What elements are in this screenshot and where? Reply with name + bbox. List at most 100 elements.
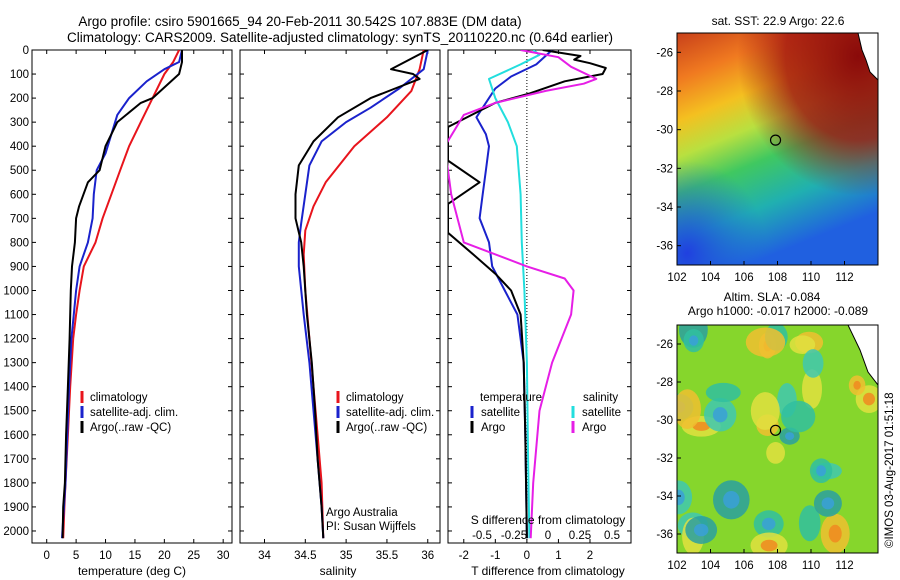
depth-tick-label: 600 xyxy=(10,189,29,201)
sla-anomaly-core xyxy=(785,432,795,440)
lat-tick-label: -26 xyxy=(656,339,673,351)
series-satellite-adj-clim- xyxy=(61,50,183,539)
x-tick-label: 20 xyxy=(158,550,171,562)
s-tick: 0 xyxy=(545,530,551,542)
difference-panel: -2 -1 0 1 2 T difference from climatology S … xyxy=(447,49,632,578)
temperature-x-axis: 0 5 10 15 20 25 30 xyxy=(44,50,230,562)
depth-tick-label: 400 xyxy=(10,141,29,153)
lon-tick-label: 104 xyxy=(701,272,721,284)
lat-tick-label: -36 xyxy=(656,529,673,541)
series-argo-raw-qc- xyxy=(294,50,429,539)
x-tick-label: -1 xyxy=(490,550,500,562)
sla-anomaly-core xyxy=(692,421,711,431)
sla-anomaly-core xyxy=(689,335,699,346)
depth-tick-label: 300 xyxy=(10,117,29,129)
lat-tick-label: -34 xyxy=(656,202,673,214)
sla-anomalies xyxy=(677,325,878,553)
s-tick: -0.25 xyxy=(501,530,527,542)
sla-map-title: Altim. SLA: -0.084 xyxy=(724,290,821,304)
lon-tick-label: 102 xyxy=(667,272,686,284)
temperature-legend: climatology satellite-adj. clim. Argo(..… xyxy=(80,391,178,434)
lon-tick-label: 108 xyxy=(768,560,787,572)
sla-anomaly-core xyxy=(677,489,685,505)
legend-climatology: climatology xyxy=(346,392,404,404)
depth-tick-label: 1400 xyxy=(3,382,29,394)
x-tick-label: -2 xyxy=(459,550,469,562)
lon-tick-label: 112 xyxy=(835,272,853,284)
s-difference-label: S difference from climatology xyxy=(471,513,626,527)
lon-tick-label: 110 xyxy=(802,560,820,572)
sla-anomaly xyxy=(745,327,786,357)
lat-tick-label: -28 xyxy=(656,377,673,389)
sst-lat-axis: -26 -28 -30 -32 -34 -36 xyxy=(656,47,681,253)
salinity-legend: climatology satellite-adj. clim. Argo(..… xyxy=(336,391,434,434)
lat-tick-label: -32 xyxy=(656,163,673,175)
lon-tick-label: 104 xyxy=(701,560,721,572)
s-difference-ticks: -0.5 -0.25 0 0.25 0.5 xyxy=(472,530,620,542)
figure-title-line2: Climatology: CARS2009. Satellite-adjuste… xyxy=(67,30,613,45)
s-tick: 0.25 xyxy=(569,530,591,542)
sla-anomaly xyxy=(781,400,816,433)
difference-legend: temperature satellite Argo salinity sate… xyxy=(470,392,621,434)
legend-t-satellite: satellite xyxy=(481,407,520,419)
sst-cold-region xyxy=(677,33,878,265)
sla-anomaly-core xyxy=(863,392,875,406)
argo-location-marker xyxy=(769,134,782,146)
series-satellite-adj-clim- xyxy=(297,50,429,539)
lat-tick-label: -28 xyxy=(656,86,673,98)
depth-tick-label: 1300 xyxy=(3,358,29,370)
difference-axes xyxy=(447,49,632,544)
imos-credit: ©IMOS 03-Aug-2017 01:51:18 xyxy=(884,392,896,548)
sla-map-subtitle: Argo h1000: -0.017 h2000: -0.089 xyxy=(688,304,868,318)
x-tick-label: 0 xyxy=(524,550,530,562)
legend-salinity-title: salinity xyxy=(583,392,618,404)
salinity-profiles xyxy=(294,50,429,539)
depth-tick-label: 900 xyxy=(10,261,29,273)
series-s-satellite xyxy=(488,50,541,539)
salinity-depth-ticks xyxy=(240,49,440,532)
sla-anomaly xyxy=(766,442,785,464)
x-tick-label: 0 xyxy=(44,550,50,562)
legend-argo: Argo(..raw -QC) xyxy=(90,422,171,434)
lat-tick-label: -34 xyxy=(656,491,673,503)
sst-map-title: sat. SST: 22.9 Argo: 22.6 xyxy=(712,14,845,28)
sst-field xyxy=(677,33,878,265)
s-tick: -0.5 xyxy=(472,530,492,542)
sla-anomaly-core xyxy=(828,524,842,543)
lon-tick-label: 106 xyxy=(734,272,753,284)
depth-tick-label: 1000 xyxy=(3,285,29,297)
sla-anomaly-core xyxy=(821,497,835,510)
sla-anomaly xyxy=(789,335,816,355)
depth-tick-label: 1700 xyxy=(3,454,29,466)
depth-tick-label: 1900 xyxy=(3,502,29,514)
legend-t-argo: Argo xyxy=(481,422,505,434)
depth-tick-label: 500 xyxy=(10,165,29,177)
depth-tick-label: 200 xyxy=(10,93,29,105)
sla-field xyxy=(677,325,878,553)
lat-tick-label: -36 xyxy=(656,241,673,253)
lon-tick-label: 112 xyxy=(835,560,853,572)
sla-anomaly-core xyxy=(723,491,740,509)
pi-label: PI: Susan Wijffels xyxy=(326,521,416,533)
legend-climatology: climatology xyxy=(90,392,148,404)
sla-lon-axis: 102 104 106 108 110 112 xyxy=(667,549,854,572)
x-tick-label: 1 xyxy=(555,550,561,562)
x-tick-label: 35.5 xyxy=(376,550,398,562)
temperature-profiles xyxy=(61,50,183,539)
depth-tick-label: 0 xyxy=(23,45,29,57)
depth-tick-label: 1500 xyxy=(3,406,29,418)
difference-xlabel: T difference from climatology xyxy=(471,564,625,578)
sla-anomaly-core xyxy=(760,539,778,552)
x-tick-label: 36 xyxy=(421,550,434,562)
temperature-panel: 0100200300400500600700800900100011001200… xyxy=(3,45,233,578)
depth-tick-label: 800 xyxy=(10,237,29,249)
x-tick-label: 25 xyxy=(187,550,200,562)
argo-australia-label: Argo Australia xyxy=(326,507,398,519)
depth-tick-label: 1600 xyxy=(3,430,29,442)
x-tick-label: 34 xyxy=(258,550,271,562)
series-argo-raw-qc- xyxy=(61,50,183,539)
difference-depth-ticks xyxy=(448,49,631,532)
figure-title-line1: Argo profile: csiro 5901665_94 20-Feb-20… xyxy=(78,14,521,29)
sla-anomaly xyxy=(798,505,821,542)
